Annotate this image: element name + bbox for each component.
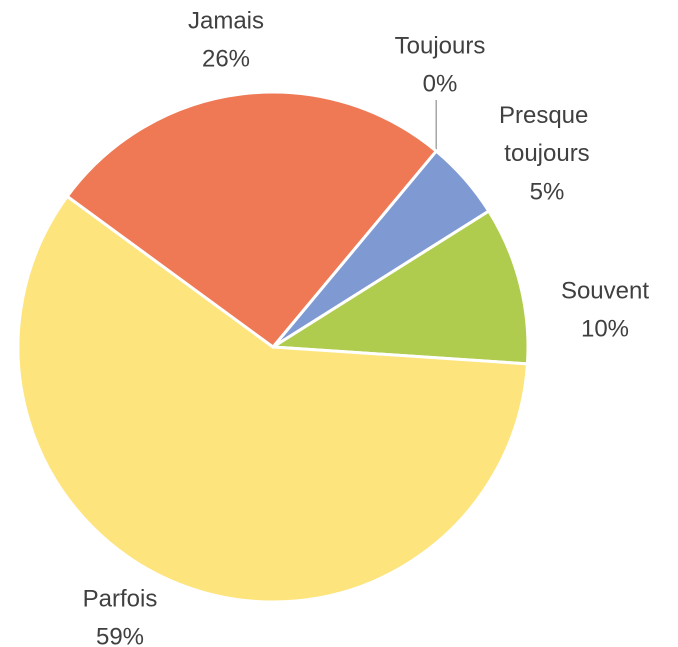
pie-slice xyxy=(16,194,530,604)
pie-slice xyxy=(65,90,439,350)
category-label: Souvent xyxy=(561,277,649,304)
category-label: Jamais xyxy=(188,7,264,34)
value-label: 10% xyxy=(581,315,629,342)
pie-slice xyxy=(268,209,530,366)
category-label: Parfois xyxy=(83,585,158,612)
value-label: 26% xyxy=(202,45,250,72)
value-label: 59% xyxy=(96,623,144,647)
category-label: Toujours xyxy=(395,32,486,59)
value-label: 0% xyxy=(423,70,458,97)
category-label: Presque toujours xyxy=(499,102,595,167)
value-label: 5% xyxy=(530,178,565,205)
